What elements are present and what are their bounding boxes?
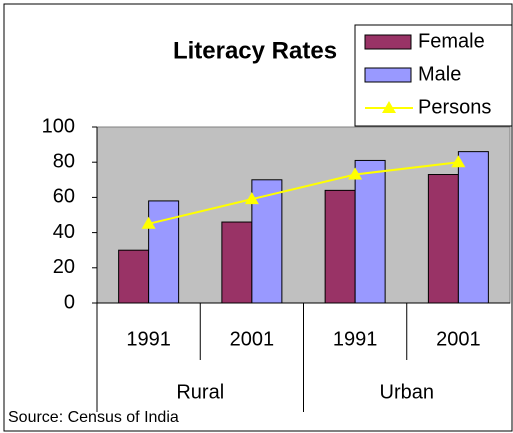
x-tick-label: 1991 (126, 328, 171, 350)
bar (221, 221, 253, 304)
y-tick-label: 40 (53, 221, 75, 243)
legend-swatch (364, 67, 412, 83)
line (148, 161, 459, 225)
group-label: Rural (176, 381, 224, 403)
bar (427, 174, 459, 304)
legend-label: Persons (418, 96, 491, 118)
legend-swatch (364, 34, 412, 50)
x-tick-label: 1991 (333, 328, 378, 350)
y-tick-label: 100 (42, 115, 75, 137)
legend-label: Male (418, 63, 461, 85)
bar (251, 179, 283, 304)
y-tick-label: 60 (53, 186, 75, 208)
bar (148, 200, 180, 304)
chart-title: Literacy Rates (173, 37, 337, 64)
line-marker (141, 216, 156, 229)
group-label: Urban (380, 381, 434, 403)
legend-marker (382, 101, 396, 113)
bar (354, 159, 386, 304)
bar (118, 249, 150, 304)
line-marker (244, 192, 259, 205)
x-tick-label: 2001 (230, 328, 275, 350)
line-marker (348, 167, 363, 180)
source-note: Source: Census of India (8, 409, 179, 426)
y-tick-label: 80 (53, 150, 75, 172)
x-tick-label: 2001 (436, 328, 481, 350)
y-tick-label: 0 (64, 291, 75, 313)
legend-label: Female (418, 30, 485, 52)
bar (324, 189, 356, 304)
line-marker (451, 155, 466, 168)
y-tick-label: 20 (53, 256, 75, 278)
bar (457, 151, 489, 304)
